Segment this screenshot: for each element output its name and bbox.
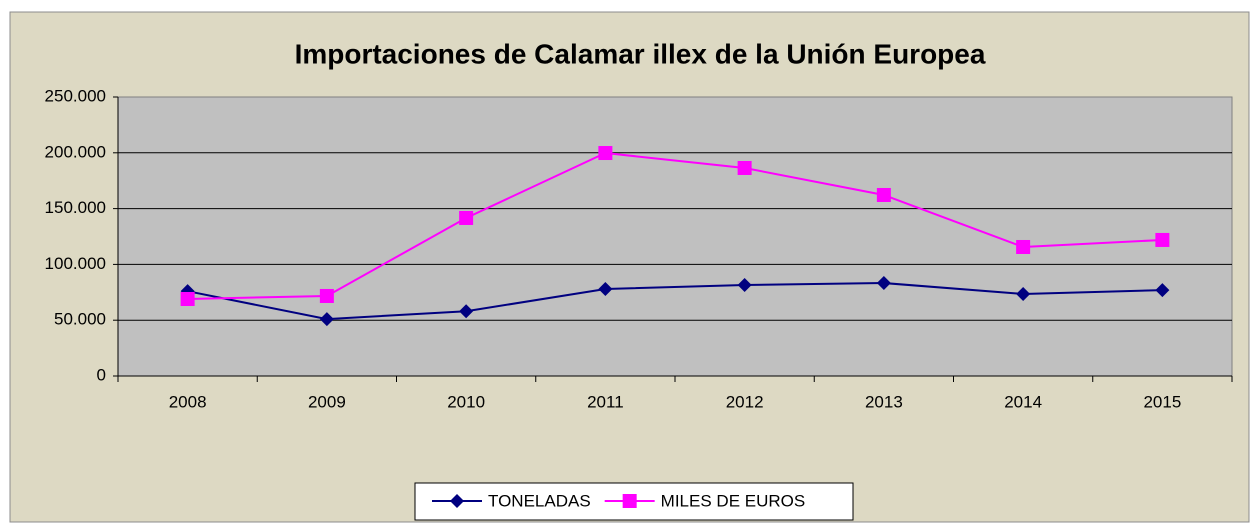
data-point	[1155, 232, 1170, 247]
data-point	[459, 304, 474, 319]
data-point	[459, 210, 474, 225]
data-point	[876, 187, 891, 202]
legend-marker	[622, 494, 637, 508]
data-point	[1155, 283, 1170, 298]
data-point	[1016, 239, 1031, 254]
data-point	[319, 312, 334, 327]
data-point	[319, 288, 334, 303]
y-tick-label: 150.000	[45, 198, 106, 217]
data-point	[180, 291, 195, 306]
chart-title: Importaciones de Calamar illex de la Uni…	[295, 38, 986, 69]
x-tick-label: 2012	[726, 392, 764, 411]
series-line	[187, 282, 1163, 321]
legend-label: TONELADAS	[488, 491, 591, 510]
legend-marker	[450, 494, 464, 508]
x-tick-label: 2013	[865, 392, 903, 411]
x-tick-label: 2011	[587, 392, 624, 411]
data-point	[598, 146, 613, 161]
x-tick-label: 2015	[1143, 392, 1181, 411]
x-tick-label: 2009	[308, 392, 346, 411]
x-tick-label: 2008	[169, 392, 207, 411]
y-tick-label: 200.000	[45, 142, 106, 161]
y-tick-label: 50.000	[54, 310, 106, 329]
data-point	[737, 160, 752, 175]
y-tick-label: 100.000	[45, 254, 106, 273]
x-tick-label: 2010	[447, 392, 485, 411]
data-point	[737, 278, 752, 293]
legend-label: MILES DE EUROS	[661, 491, 806, 510]
series-line	[187, 151, 1163, 300]
data-point	[598, 281, 613, 296]
plot-area	[117, 96, 1233, 377]
y-tick-label: 250.000	[45, 86, 106, 105]
data-point	[1016, 286, 1031, 301]
x-tick-label: 2014	[1004, 392, 1042, 411]
y-tick-label: 0	[97, 365, 106, 384]
data-point	[876, 276, 891, 291]
